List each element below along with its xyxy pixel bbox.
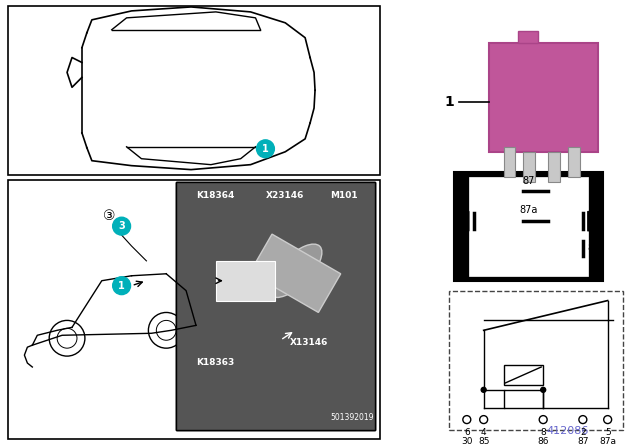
Bar [8,180,380,439]
Text: K18364: K18364 [196,191,234,200]
Text: K18363: K18363 [196,358,234,367]
Circle shape [541,388,546,392]
Text: 1: 1 [118,281,125,291]
Text: 30: 30 [461,437,472,447]
Bar [488,43,598,152]
Text: ③: ③ [104,209,116,223]
Text: 412086: 412086 [547,426,589,436]
Bar [176,181,374,430]
Bar [8,6,380,175]
Text: 8: 8 [540,427,546,436]
Text: M101: M101 [330,191,358,200]
Text: 6: 6 [464,427,470,436]
Text: 2: 2 [580,427,586,436]
Bar [504,365,543,385]
Text: 501392019: 501392019 [330,413,373,422]
Text: 86: 86 [538,437,549,447]
Circle shape [113,217,131,235]
Circle shape [257,140,275,158]
Circle shape [579,416,587,423]
Bar [468,177,588,276]
Text: 87: 87 [522,176,534,185]
Text: 87a: 87a [519,205,538,215]
Bar [568,147,580,177]
Bar [176,181,374,430]
Text: 5: 5 [605,427,611,436]
Bar [176,181,374,430]
Text: 30: 30 [456,211,468,221]
Text: 87: 87 [577,437,589,447]
Text: 1: 1 [444,95,454,109]
Ellipse shape [269,244,322,297]
Bar [216,261,275,301]
Text: 85: 85 [478,437,490,447]
Text: X23146: X23146 [266,191,304,200]
Circle shape [540,416,547,423]
Bar [548,152,560,181]
Polygon shape [588,211,603,231]
Text: 1: 1 [262,144,269,154]
Circle shape [481,388,486,392]
Text: 85: 85 [588,211,600,221]
Text: X13146: X13146 [291,338,328,347]
Text: 86: 86 [588,243,600,253]
Bar [524,152,535,181]
Text: 4: 4 [481,427,486,436]
Bar [518,31,538,43]
Polygon shape [454,211,468,231]
Circle shape [480,416,488,423]
Bar [504,390,543,408]
Text: 87a: 87a [599,437,616,447]
Circle shape [604,416,612,423]
Bar [449,291,623,430]
Circle shape [463,416,471,423]
Text: 3: 3 [118,221,125,231]
Bar [454,172,603,281]
Bar [250,234,340,312]
Circle shape [113,277,131,295]
Bar [504,147,515,177]
